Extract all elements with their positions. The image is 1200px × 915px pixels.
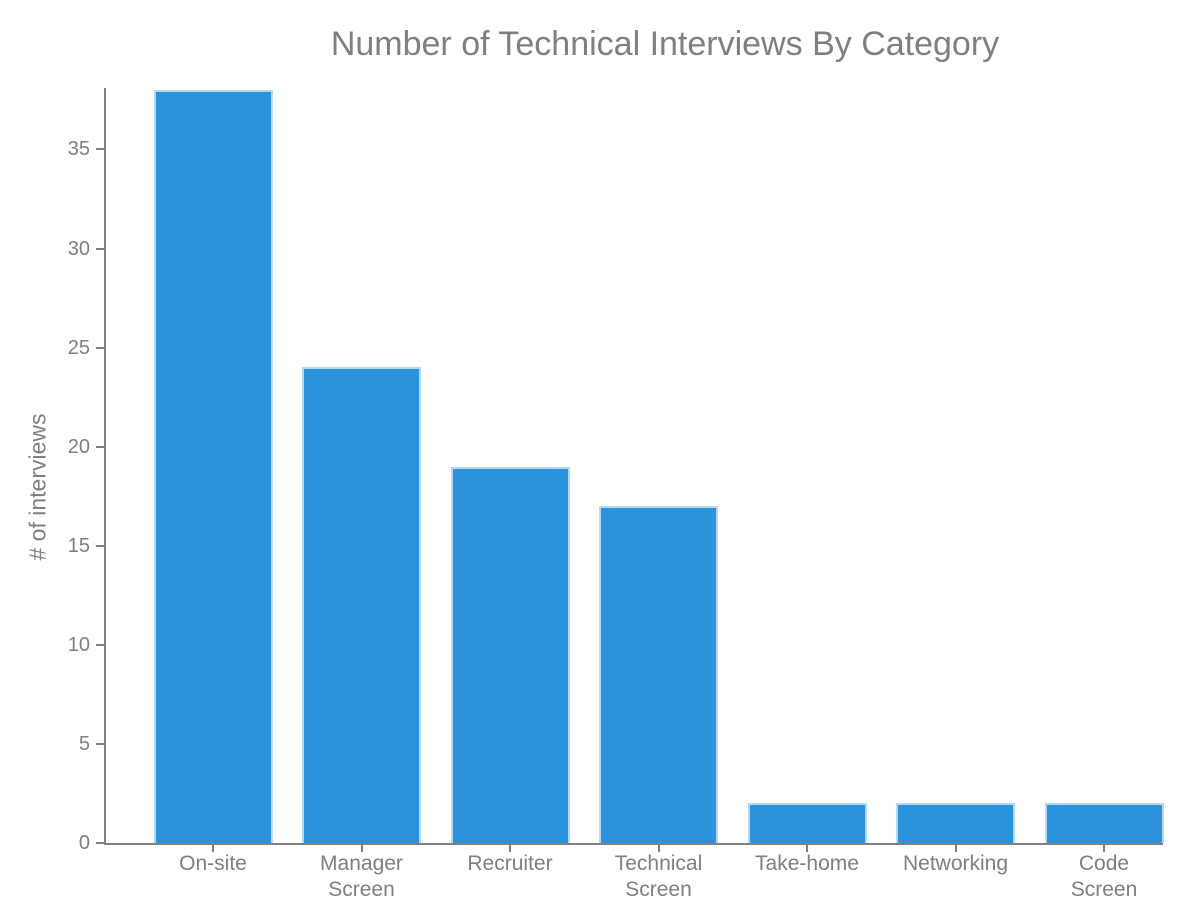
x-tick-mark [657,845,660,852]
y-tick-label: 0 [78,832,90,854]
y-tick-mark [96,643,104,646]
y-tick-mark [96,742,104,745]
y-tick-label: 15 [67,534,90,557]
y-tick-mark [96,544,104,547]
chart-title: Number of Technical Interviews By Catego… [330,25,1000,63]
y-tick-label: 30 [67,237,90,260]
x-tick-label: On-site [179,852,247,875]
y-tick-mark [96,346,104,349]
x-tick-mark [1103,845,1105,852]
y-tick-mark [96,842,104,844]
bar [896,803,1015,843]
bar [302,367,421,843]
x-axis-line [104,843,1163,845]
bar [450,466,570,843]
x-tick-label: Recruiter [467,852,553,875]
y-tick-label: 25 [67,336,90,359]
x-tick-mark [509,845,511,852]
y-tick-mark [96,148,104,151]
bar [153,90,273,843]
x-tick-label: Take-home [755,852,859,875]
y-tick-label: 10 [67,633,90,656]
y-tick-label: 5 [78,732,90,755]
bar [599,506,718,843]
y-tick-label: 35 [67,138,90,161]
y-axis-line [104,88,106,845]
x-tick-label: Code Screen [1070,852,1138,901]
x-tick-mark [360,845,363,852]
x-tick-label: Technical Screen [614,852,703,901]
x-tick-mark [954,845,957,852]
x-tick-label: Networking [902,852,1009,875]
y-tick-label: 20 [67,435,90,458]
x-tick-label: Manager Screen [320,852,403,901]
x-tick-mark [212,845,214,852]
y-tick-mark [96,247,104,250]
x-tick-mark [806,845,808,852]
bar [747,803,867,843]
bar [1044,803,1164,843]
y-tick-mark [96,445,104,448]
